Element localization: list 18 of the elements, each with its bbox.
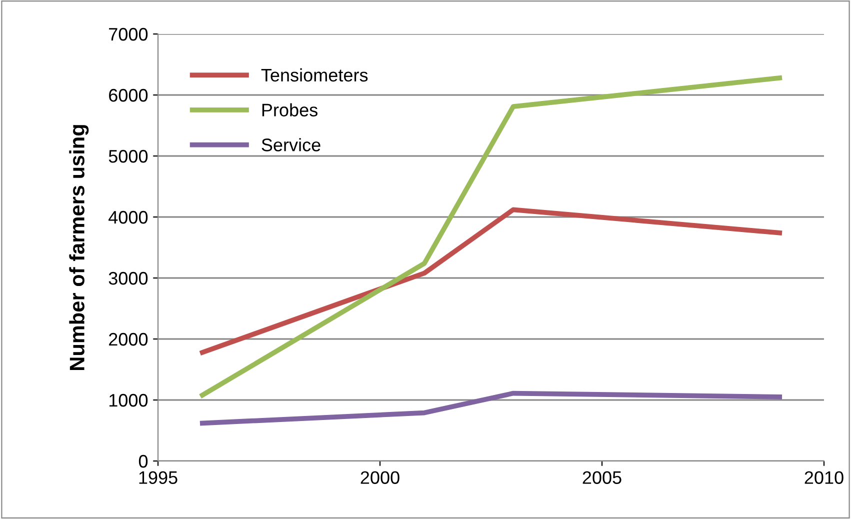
line-series — [200, 390, 782, 426]
line-series — [200, 207, 782, 355]
x-tick-label: 1995 — [139, 471, 178, 484]
y-tick-label: 5000 — [108, 150, 148, 163]
y-tick-label: 1000 — [109, 394, 148, 407]
y-tick-label: 7000 — [109, 28, 148, 41]
x-tick-label: 2010 — [804, 471, 844, 484]
x-tick-label: 2000 — [360, 471, 400, 484]
y-tick-label: 6000 — [109, 88, 148, 102]
legend-label: Probes — [262, 103, 318, 116]
y-tick-label: 2000 — [109, 332, 148, 346]
legend-label: Service — [262, 138, 320, 152]
y-tick-label: 4000 — [108, 210, 148, 224]
legend-label: Tensiometers — [261, 68, 368, 82]
y-tick-label: 3000 — [108, 272, 148, 285]
y-axis-title: Number of farmers using — [69, 125, 89, 370]
x-tick-label: 2005 — [582, 471, 622, 484]
y-tick-label: 0 — [138, 454, 148, 468]
